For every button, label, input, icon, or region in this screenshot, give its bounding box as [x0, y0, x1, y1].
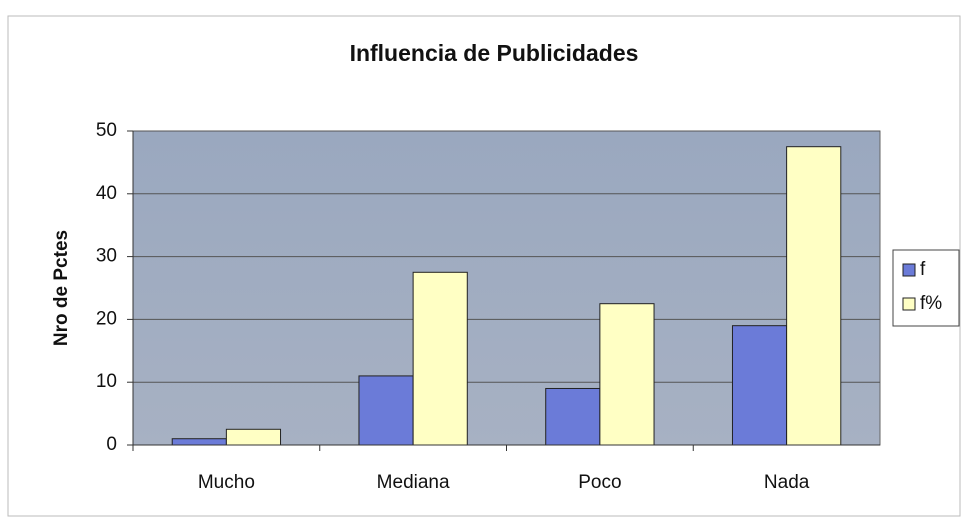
bar	[731, 325, 788, 446]
y-tick-label: 50	[96, 120, 117, 141]
y-tick-label: 40	[96, 183, 117, 204]
x-tick-label: Poco	[578, 472, 621, 493]
legend-label: f	[920, 259, 926, 280]
bar	[225, 428, 282, 446]
x-tick-label: Mucho	[198, 472, 255, 493]
bar	[545, 387, 601, 446]
legend-swatch	[902, 297, 916, 311]
legend-label: f%	[920, 293, 942, 314]
legend-box	[892, 249, 960, 327]
bar	[786, 146, 842, 446]
y-tick-label: 0	[106, 434, 117, 455]
y-axis-label: Nro de Pctes	[51, 230, 72, 346]
x-tick-label: Nada	[764, 472, 810, 493]
chart-title: Influencia de Publicidades	[350, 40, 639, 66]
bar	[412, 271, 468, 446]
y-tick-label: 30	[96, 246, 117, 267]
y-tick-label: 20	[96, 308, 117, 329]
bar	[171, 438, 227, 446]
bar	[599, 303, 655, 446]
y-tick-label: 10	[96, 371, 117, 392]
bar	[358, 375, 414, 446]
x-tick-label: Mediana	[377, 472, 450, 493]
legend-swatch	[902, 263, 916, 277]
